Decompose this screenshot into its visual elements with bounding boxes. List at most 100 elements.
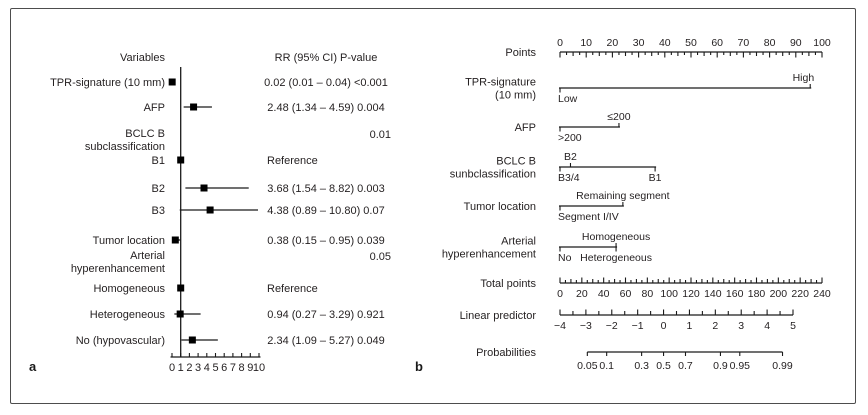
nomogram-tick-label: 1 bbox=[687, 320, 693, 332]
forest-header-rr: RR (95% CI) P-value bbox=[275, 52, 378, 64]
nomogram-tick-label: 20 bbox=[576, 288, 588, 300]
forest-x-tick-label: 5 bbox=[212, 362, 218, 374]
nomogram-tick-label: 0.05 bbox=[577, 360, 598, 372]
nomogram-tick-label: 40 bbox=[598, 288, 610, 300]
forest-x-tick-label: 9 bbox=[247, 362, 253, 374]
nomogram-cat-label: ≤200 bbox=[607, 111, 630, 123]
forest-x-tick-label: 10 bbox=[253, 362, 265, 374]
nomogram-cat-label: B2 bbox=[564, 151, 577, 163]
forest-x-tick-label: 3 bbox=[195, 362, 201, 374]
nomogram-tick-label: 160 bbox=[726, 288, 744, 300]
nomogram-tick-label: 0.9 bbox=[713, 360, 728, 372]
nomogram-tick-label: 40 bbox=[659, 37, 671, 49]
nomogram-cat-label: B1 bbox=[649, 172, 662, 184]
nomogram-tick-label: 0.3 bbox=[634, 360, 649, 372]
nomogram-tick-label: −1 bbox=[632, 320, 644, 332]
forest-value-text: 2.48 (1.34 – 4.59) 0.004 bbox=[267, 102, 384, 114]
forest-estimate-square bbox=[206, 206, 214, 214]
forest-value-text: 0.05 bbox=[370, 251, 391, 263]
forest-x-tick-label: 1 bbox=[178, 362, 184, 374]
forest-row-label: Homogeneous bbox=[93, 283, 165, 295]
nomogram-tick-label: 0.99 bbox=[772, 360, 793, 372]
forest-estimate-square bbox=[168, 78, 176, 86]
forest-header-variables: Variables bbox=[120, 52, 166, 64]
forest-value-text: 0.02 (0.01 – 0.04) <0.001 bbox=[264, 77, 388, 89]
nomogram-tick-label: 200 bbox=[770, 288, 788, 300]
nomogram-row-label: hyperenhancement bbox=[442, 249, 536, 261]
forest-row-label: hyperenhancement bbox=[71, 263, 165, 275]
forest-value-text: Reference bbox=[267, 155, 318, 167]
forest-row-label: No (hypovascular) bbox=[76, 335, 165, 347]
nomogram-tick-label: 60 bbox=[620, 288, 632, 300]
nomogram-row-label: Linear predictor bbox=[460, 310, 537, 322]
nomogram-tick-label: 10 bbox=[580, 37, 592, 49]
forest-value-text: 3.68 (1.54 – 8.82) 0.003 bbox=[267, 183, 384, 195]
panel-b-label: b bbox=[415, 359, 423, 374]
nomogram-tick-label: 0.95 bbox=[730, 360, 751, 372]
forest-x-tick-label: 7 bbox=[230, 362, 236, 374]
forest-row-label: TPR-signature (10 mm) bbox=[50, 77, 165, 89]
nomogram-cat-label: Remaining segment bbox=[576, 190, 669, 202]
forest-x-tick-label: 2 bbox=[186, 362, 192, 374]
nomogram-row-label: AFP bbox=[515, 122, 536, 134]
forest-x-tick-label: 6 bbox=[221, 362, 227, 374]
forest-value-text: 0.01 bbox=[370, 129, 391, 141]
forest-row-label: B2 bbox=[152, 183, 165, 195]
nomogram-tick-label: 70 bbox=[738, 37, 750, 49]
forest-value-text: 2.34 (1.09 – 5.27) 0.049 bbox=[267, 335, 384, 347]
panel-a-label: a bbox=[29, 359, 37, 374]
nomogram-tick-label: 240 bbox=[813, 288, 831, 300]
nomogram-tick-label: 20 bbox=[607, 37, 619, 49]
nomogram-tick-label: 0.5 bbox=[656, 360, 671, 372]
nomogram-tick-label: 60 bbox=[711, 37, 723, 49]
forest-x-tick-label: 0 bbox=[169, 362, 175, 374]
nomogram-tick-label: 180 bbox=[748, 288, 766, 300]
forest-value-text: 4.38 (0.89 – 10.80) 0.07 bbox=[267, 205, 384, 217]
nomogram-tick-label: 80 bbox=[641, 288, 653, 300]
forest-estimate-square bbox=[177, 156, 185, 164]
nomogram-tick-label: −4 bbox=[554, 320, 566, 332]
nomogram-tick-label: 2 bbox=[712, 320, 718, 332]
nomogram-row-label: Total points bbox=[480, 278, 536, 290]
forest-row-label: Tumor location bbox=[93, 235, 165, 247]
forest-estimate-square bbox=[190, 103, 198, 111]
forest-estimate-square bbox=[171, 236, 179, 244]
nomogram-row-label: Tumor location bbox=[464, 201, 536, 213]
nomogram-cat-label: Segment I/IV bbox=[558, 211, 619, 223]
nomogram-cat-label: >200 bbox=[558, 132, 582, 144]
forest-row-label: BCLC B bbox=[125, 128, 165, 140]
nomogram-row-label: BCLC B bbox=[496, 156, 536, 168]
nomogram-tick-label: 80 bbox=[764, 37, 776, 49]
forest-estimate-square bbox=[177, 284, 185, 292]
nomogram-cat-label: B3/4 bbox=[558, 172, 580, 184]
nomogram-row-label: Arterial bbox=[501, 236, 536, 248]
nomogram-row-label: Points bbox=[505, 47, 536, 59]
figure-border bbox=[10, 8, 856, 404]
forest-estimate-square bbox=[176, 310, 184, 318]
nomogram-tick-label: 140 bbox=[704, 288, 722, 300]
forest-value-text: Reference bbox=[267, 283, 318, 295]
nomogram-row-label: sunbclassification bbox=[450, 169, 536, 181]
nomogram-tick-label: 0 bbox=[661, 320, 667, 332]
forest-estimate-square bbox=[188, 336, 196, 344]
nomogram-tick-label: 0 bbox=[557, 288, 563, 300]
nomogram-tick-label: 120 bbox=[682, 288, 700, 300]
forest-row-label: Heterogeneous bbox=[90, 309, 166, 321]
nomogram-tick-label: 100 bbox=[660, 288, 678, 300]
forest-row-label: B1 bbox=[152, 155, 165, 167]
nomogram-cat-label: Low bbox=[558, 93, 578, 105]
forest-row-label: subclassification bbox=[85, 141, 165, 153]
nomogram-cat-label: No bbox=[558, 252, 572, 264]
nomogram-tick-label: 100 bbox=[813, 37, 831, 49]
nomogram-tick-label: 4 bbox=[764, 320, 770, 332]
nomogram-tick-label: −3 bbox=[580, 320, 592, 332]
nomogram-tick-label: 0 bbox=[557, 37, 563, 49]
nomogram-cat-label: Heterogeneous bbox=[580, 252, 652, 264]
forest-row-label: Arterial bbox=[130, 250, 165, 262]
nomogram-tick-label: 220 bbox=[791, 288, 809, 300]
nomogram-tick-label: 3 bbox=[738, 320, 744, 332]
forest-estimate-square bbox=[200, 184, 208, 192]
